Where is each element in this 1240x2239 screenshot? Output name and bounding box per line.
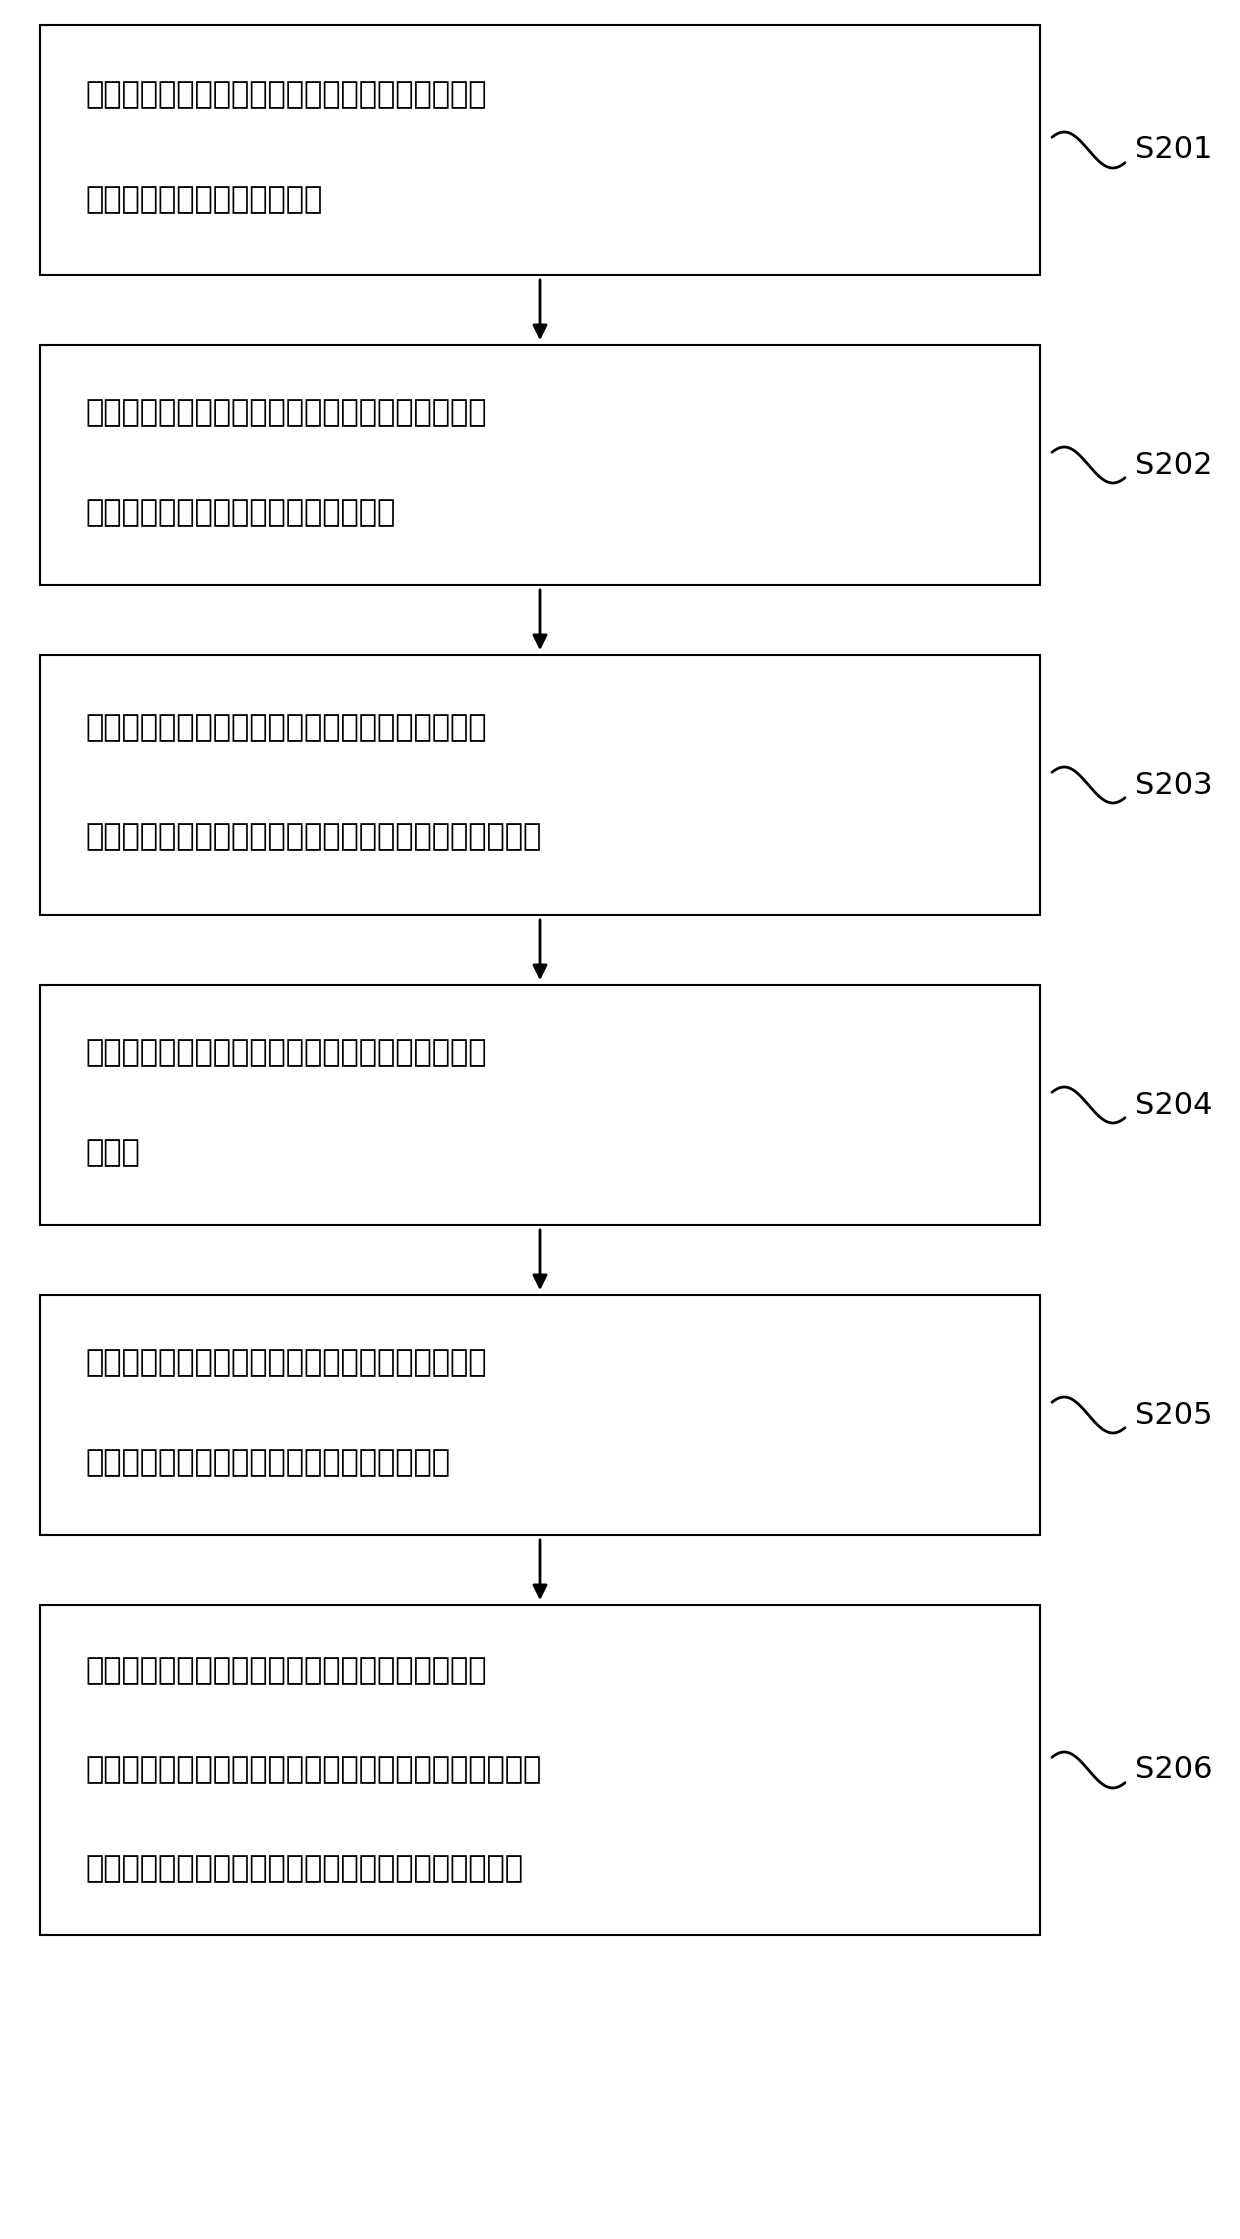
Text: S206: S206 bbox=[1135, 1755, 1213, 1784]
Text: S204: S204 bbox=[1135, 1090, 1213, 1120]
Text: S203: S203 bbox=[1135, 770, 1213, 799]
Text: 第二前置液阶段：向目标措施层中注入第二前置液: 第二前置液阶段：向目标措施层中注入第二前置液 bbox=[86, 714, 486, 743]
Text: S202: S202 bbox=[1135, 450, 1213, 479]
Bar bbox=[40, 985, 1040, 1225]
Text: S205: S205 bbox=[1135, 1402, 1213, 1428]
Bar bbox=[40, 25, 1040, 275]
Text: 所述顶替液依次为高粘度压裂液、高粘度压裂液原液及低: 所述顶替液依次为高粘度压裂液、高粘度压裂液原液及低 bbox=[86, 1755, 541, 1784]
Bar bbox=[40, 1294, 1040, 1536]
Bar bbox=[40, 1605, 1040, 1934]
Text: 准备阶段：采用低粘度压裂液进行循环试压、推送: 准备阶段：采用低粘度压裂液进行循环试压、推送 bbox=[86, 81, 486, 110]
Text: 顶替液阶段：向目标措施层中注入顶替液，注入的: 顶替液阶段：向目标措施层中注入顶替液，注入的 bbox=[86, 1657, 486, 1686]
Text: 续加入支撑剂，所述携砂液为高粘度压裂液。: 续加入支撑剂，所述携砂液为高粘度压裂液。 bbox=[86, 1449, 450, 1478]
Bar bbox=[40, 345, 1040, 584]
Text: 置液，所述第一前置液为高粘度压裂液: 置液，所述第一前置液为高粘度压裂液 bbox=[86, 499, 396, 528]
Text: 中间阶段：向目标措施层中注入高粘度压裂液进行: 中间阶段：向目标措施层中注入高粘度压裂液进行 bbox=[86, 1037, 486, 1066]
Text: 并段塞式加入支撑剂，所述第二前置液为低粘度压裂液；: 并段塞式加入支撑剂，所述第二前置液为低粘度压裂液； bbox=[86, 822, 541, 851]
Text: S201: S201 bbox=[1135, 137, 1213, 163]
Text: 扫砂。: 扫砂。 bbox=[86, 1137, 140, 1167]
Text: 第一前置液阶段：向目标措施层中注入所述第一前: 第一前置液阶段：向目标措施层中注入所述第一前 bbox=[86, 399, 486, 428]
Text: 桥塞及推球入座的准备工序。: 桥塞及推球入座的准备工序。 bbox=[86, 186, 322, 215]
Text: 携砂液阶段：向目标措施层中注入所述携砂液并连: 携砂液阶段：向目标措施层中注入所述携砂液并连 bbox=[86, 1348, 486, 1377]
Text: 粘度压裂液，所述顶替液注入的总体积大于井筒容积。: 粘度压裂液，所述顶替液注入的总体积大于井筒容积。 bbox=[86, 1854, 523, 1883]
Bar bbox=[40, 656, 1040, 916]
